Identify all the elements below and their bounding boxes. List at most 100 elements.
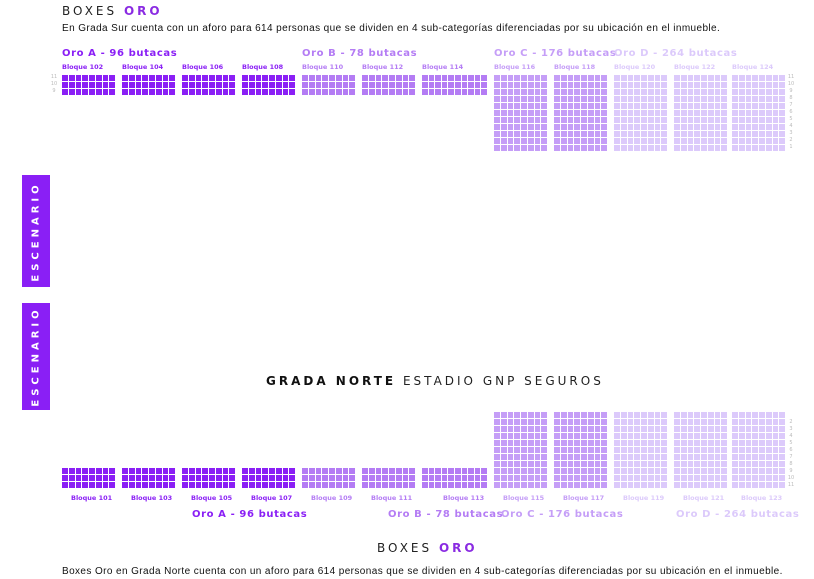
seat[interactable]	[135, 468, 142, 474]
seat[interactable]	[641, 419, 647, 425]
seat[interactable]	[601, 82, 607, 88]
seat[interactable]	[567, 447, 574, 453]
seat[interactable]	[738, 440, 745, 446]
seat[interactable]	[738, 433, 745, 439]
seat[interactable]	[661, 124, 667, 130]
seat[interactable]	[674, 124, 680, 130]
seat[interactable]	[521, 145, 527, 151]
seat[interactable]	[765, 433, 772, 439]
seat[interactable]	[661, 433, 667, 439]
seat[interactable]	[521, 447, 527, 453]
seat[interactable]	[661, 454, 667, 460]
seat[interactable]	[521, 426, 527, 432]
seat[interactable]	[448, 75, 454, 81]
seat[interactable]	[554, 96, 560, 102]
seat[interactable]	[567, 82, 574, 88]
seat[interactable]	[745, 96, 752, 102]
seat[interactable]	[554, 138, 560, 144]
seat[interactable]	[375, 482, 382, 488]
seat[interactable]	[500, 447, 507, 453]
seat[interactable]	[594, 461, 601, 467]
seat[interactable]	[362, 75, 368, 81]
seat[interactable]	[587, 419, 594, 425]
seat[interactable]	[155, 482, 162, 488]
seat[interactable]	[95, 468, 102, 474]
seat[interactable]	[567, 433, 574, 439]
seat[interactable]	[661, 138, 667, 144]
seat[interactable]	[468, 82, 474, 88]
seat[interactable]	[534, 461, 541, 467]
seat[interactable]	[567, 117, 574, 123]
seat[interactable]	[641, 426, 647, 432]
seat[interactable]	[641, 110, 647, 116]
seat[interactable]	[654, 110, 661, 116]
seat[interactable]	[641, 447, 647, 453]
seat[interactable]	[680, 96, 687, 102]
seat[interactable]	[594, 82, 601, 88]
seat[interactable]	[694, 468, 700, 474]
seat[interactable]	[560, 82, 567, 88]
seat[interactable]	[229, 75, 235, 81]
seat[interactable]	[567, 124, 574, 130]
seat[interactable]	[262, 475, 268, 481]
seat[interactable]	[601, 103, 607, 109]
seat[interactable]	[687, 475, 694, 481]
seat[interactable]	[680, 454, 687, 460]
seat[interactable]	[701, 131, 707, 137]
seat[interactable]	[541, 426, 547, 432]
seat[interactable]	[594, 131, 601, 137]
seat[interactable]	[162, 475, 169, 481]
seat[interactable]	[661, 468, 667, 474]
seat[interactable]	[759, 440, 765, 446]
seat[interactable]	[779, 124, 785, 130]
seat[interactable]	[362, 475, 368, 481]
seat[interactable]	[195, 475, 202, 481]
seat[interactable]	[772, 124, 779, 130]
seat[interactable]	[772, 447, 779, 453]
seat[interactable]	[714, 440, 721, 446]
seat[interactable]	[614, 468, 620, 474]
seat[interactable]	[654, 89, 661, 95]
seat[interactable]	[765, 468, 772, 474]
seat[interactable]	[335, 475, 342, 481]
seat[interactable]	[772, 131, 779, 137]
seat[interactable]	[527, 454, 534, 460]
seat[interactable]	[209, 475, 215, 481]
seat[interactable]	[601, 124, 607, 130]
seat[interactable]	[315, 89, 322, 95]
seat[interactable]	[428, 89, 435, 95]
seat[interactable]	[779, 145, 785, 151]
seat[interactable]	[732, 145, 738, 151]
seat[interactable]	[680, 433, 687, 439]
seat[interactable]	[95, 89, 102, 95]
seat[interactable]	[527, 482, 534, 488]
seat[interactable]	[594, 117, 601, 123]
seat[interactable]	[714, 138, 721, 144]
seat[interactable]	[738, 468, 745, 474]
seat[interactable]	[242, 82, 248, 88]
seat[interactable]	[269, 482, 275, 488]
seat[interactable]	[448, 468, 454, 474]
seat-block[interactable]	[732, 75, 785, 151]
seat[interactable]	[507, 468, 514, 474]
seat[interactable]	[574, 419, 580, 425]
seat[interactable]	[507, 75, 514, 81]
seat[interactable]	[620, 110, 627, 116]
seat[interactable]	[614, 138, 620, 144]
seat[interactable]	[308, 468, 315, 474]
seat[interactable]	[554, 145, 560, 151]
seat[interactable]	[654, 454, 661, 460]
seat[interactable]	[474, 475, 481, 481]
seat[interactable]	[375, 89, 382, 95]
seat[interactable]	[315, 475, 322, 481]
seat[interactable]	[242, 89, 248, 95]
seat[interactable]	[375, 468, 382, 474]
seat[interactable]	[752, 440, 758, 446]
seat[interactable]	[202, 75, 208, 81]
seat[interactable]	[349, 468, 355, 474]
seat[interactable]	[534, 475, 541, 481]
seat[interactable]	[534, 412, 541, 418]
seat[interactable]	[634, 82, 640, 88]
seat[interactable]	[448, 82, 454, 88]
seat[interactable]	[402, 482, 409, 488]
